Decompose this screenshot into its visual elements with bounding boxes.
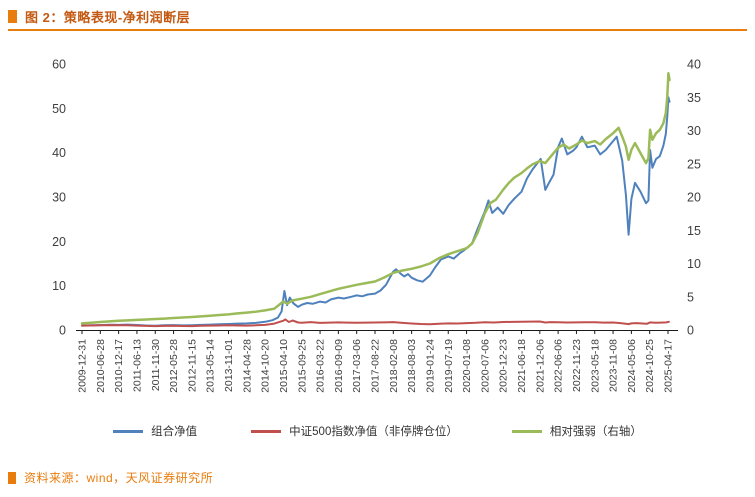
figure-title: 图 2：策略表现-净利润断层 [25, 10, 191, 25]
right-axis-tick-label: 0 [687, 324, 694, 338]
x-axis-tick-label: 2013-05-14 [205, 339, 217, 393]
x-axis-tick-label: 2010-06-28 [95, 339, 107, 393]
right-axis-tick-label: 40 [687, 58, 701, 72]
x-axis-tick-label: 2019-07-19 [443, 339, 455, 393]
legend-item-portfolio: 组合净值 [113, 423, 197, 439]
left-axis-tick-label: 20 [52, 235, 66, 249]
x-axis-tick-label: 2015-04-10 [278, 339, 290, 393]
x-axis-tick-label: 2019-01-24 [424, 339, 436, 393]
legend-label-csi500: 中证500指数净值（非停牌仓位） [289, 426, 458, 438]
legend-item-csi500: 中证500指数净值（非停牌仓位） [251, 423, 458, 439]
left-axis-tick-label: 50 [52, 102, 66, 116]
x-axis-tick-label: 2015-09-25 [296, 339, 308, 393]
legend-item-relative-strength: 相对强弱（右轴） [511, 423, 642, 439]
chart-legend: 组合净值 中证500指数净值（非停牌仓位） 相对强弱（右轴） [0, 423, 755, 439]
x-axis-tick-label: 2018-08-03 [406, 339, 418, 393]
x-axis-tick-label: 2012-05-28 [168, 339, 180, 393]
source-bullet-square [8, 471, 16, 484]
source-row: 资料来源：wind，天风证券研究所 [8, 469, 213, 486]
left-axis-tick-label: 30 [52, 191, 66, 205]
right-axis-tick-label: 25 [687, 157, 701, 171]
right-axis-tick-label: 35 [687, 91, 701, 105]
x-axis-tick-label: 2014-04-28 [241, 339, 253, 393]
right-axis-tick-label: 15 [687, 224, 701, 238]
series-line-relative-strength [80, 72, 671, 325]
x-axis-tick-label: 2016-03-22 [315, 339, 327, 393]
right-axis-tick-label: 30 [687, 124, 701, 138]
x-axis-tick-label: 2023-05-18 [589, 339, 601, 393]
right-axis-tick-label: 5 [687, 290, 694, 304]
x-axis-tick-label: 2013-11-01 [223, 339, 235, 392]
title-divider [8, 29, 747, 31]
x-axis-tick-label: 2020-12-23 [498, 339, 510, 393]
x-axis-tick-label: 2014-10-20 [260, 339, 272, 393]
x-axis-tick-label: 2017-03-06 [351, 339, 363, 393]
source-note: 资料来源：wind，天风证券研究所 [24, 471, 214, 485]
x-axis-tick-label: 2021-12-06 [534, 339, 546, 393]
x-axis-tick-label: 2011-06-13 [131, 339, 143, 392]
legend-swatch-portfolio [113, 429, 144, 433]
x-axis-tick-label: 2010-12-17 [113, 339, 125, 393]
x-axis-tick-label: 2011-11-30 [150, 339, 162, 391]
left-axis-tick-label: 10 [52, 279, 66, 293]
left-axis-tick-label: 40 [52, 146, 66, 160]
left-axis-tick-label: 0 [59, 324, 66, 338]
x-axis-tick-label: 2025-04-17 [663, 339, 675, 393]
x-axis-tick-label: 2020-07-06 [479, 339, 491, 393]
x-axis-tick-label: 2024-05-06 [626, 339, 638, 393]
title-bullet-square [8, 10, 17, 23]
x-axis-tick-label: 2022-11-23 [571, 339, 583, 392]
series-line-csi500 [81, 318, 670, 328]
legend-label-portfolio: 组合净值 [151, 426, 198, 438]
right-axis-tick-label: 20 [687, 191, 701, 205]
legend-swatch-csi500 [251, 429, 282, 433]
legend-label-relative-strength: 相对强弱（右轴） [549, 426, 642, 438]
x-axis-tick-label: 2020-01-08 [461, 339, 473, 393]
x-axis-tick-label: 2024-10-25 [644, 339, 656, 393]
x-axis-tick-label: 2017-08-22 [370, 339, 382, 393]
right-axis-tick-label: 10 [687, 257, 701, 271]
x-axis-tick-label: 2009-12-31 [77, 339, 89, 393]
figure-title-row: 图 2：策略表现-净利润断层 [8, 7, 190, 26]
x-axis-tick-label: 2016-09-09 [333, 339, 345, 393]
x-axis-tick-label: 2018-02-08 [388, 339, 400, 393]
x-axis-tick-label: 2022-06-06 [553, 339, 565, 393]
legend-swatch-relative-strength [511, 429, 542, 433]
x-axis-tick-label: 2023-11-08 [608, 339, 620, 392]
x-axis-tick-label: 2012-11-15 [186, 339, 198, 392]
x-axis-tick-label: 2021-06-18 [516, 339, 528, 393]
series-line-portfolio [81, 96, 671, 327]
line-chart: 0 10 20 30 40 50 60 0 5 10 15 20 25 30 35 40 2009-12-31 2… [52, 58, 701, 393]
left-axis-tick-label: 60 [52, 58, 66, 72]
